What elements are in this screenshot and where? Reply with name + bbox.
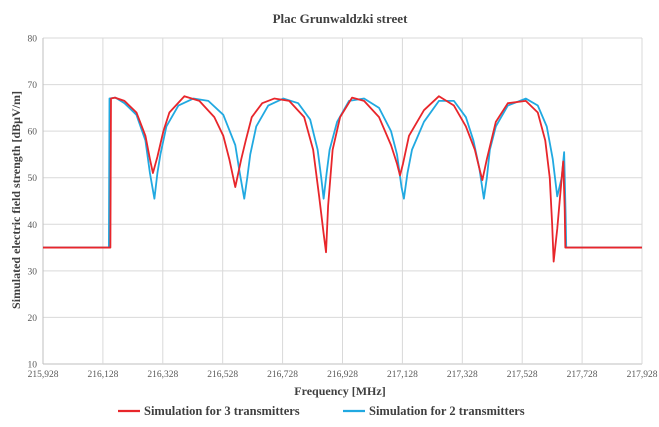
x-tick-label: 216,328 <box>147 370 178 380</box>
y-axis-title: Simulated electric field strength [dBμV/… <box>9 91 23 309</box>
x-tick-label: 216,128 <box>87 370 118 380</box>
x-tick-label: 217,128 <box>387 370 418 380</box>
y-tick-label: 30 <box>28 267 38 277</box>
y-tick-label: 70 <box>28 81 38 91</box>
x-tick-label: 216,528 <box>207 370 238 380</box>
x-tick-label: 217,928 <box>627 370 658 380</box>
x-tick-label: 217,328 <box>447 370 478 380</box>
gridlines <box>42 37 643 365</box>
chart-title: Plac Grunwaldzki street <box>273 11 408 26</box>
y-tick-label: 40 <box>28 221 38 231</box>
y-tick-label: 60 <box>28 128 38 138</box>
x-tick-label: 217,528 <box>507 370 538 380</box>
y-tick-label: 50 <box>28 174 38 184</box>
x-tick-label: 216,728 <box>267 370 298 380</box>
y-tick-label: 80 <box>28 35 38 45</box>
legend: Simulation for 3 transmitters Simulation … <box>118 404 525 418</box>
x-axis-title: Frequency [MHz] <box>294 384 385 398</box>
legend-label-1: Simulation for 3 transmitters <box>144 404 300 418</box>
x-tick-label: 217,728 <box>567 370 598 380</box>
y-tick-label: 20 <box>28 314 38 324</box>
tick-labels: 10 20 30 40 50 60 70 80 215,928 216,128 216,328 216… <box>28 35 658 381</box>
x-tick-label: 216,928 <box>327 370 358 380</box>
legend-label-2: Simulation for 2 transmitters <box>369 404 525 418</box>
series-lines <box>43 95 642 263</box>
series-line-1 <box>43 95 642 263</box>
y-tick-label: 10 <box>28 361 38 371</box>
x-tick-label: 215,928 <box>28 370 59 380</box>
series-line-2 <box>43 96 642 249</box>
